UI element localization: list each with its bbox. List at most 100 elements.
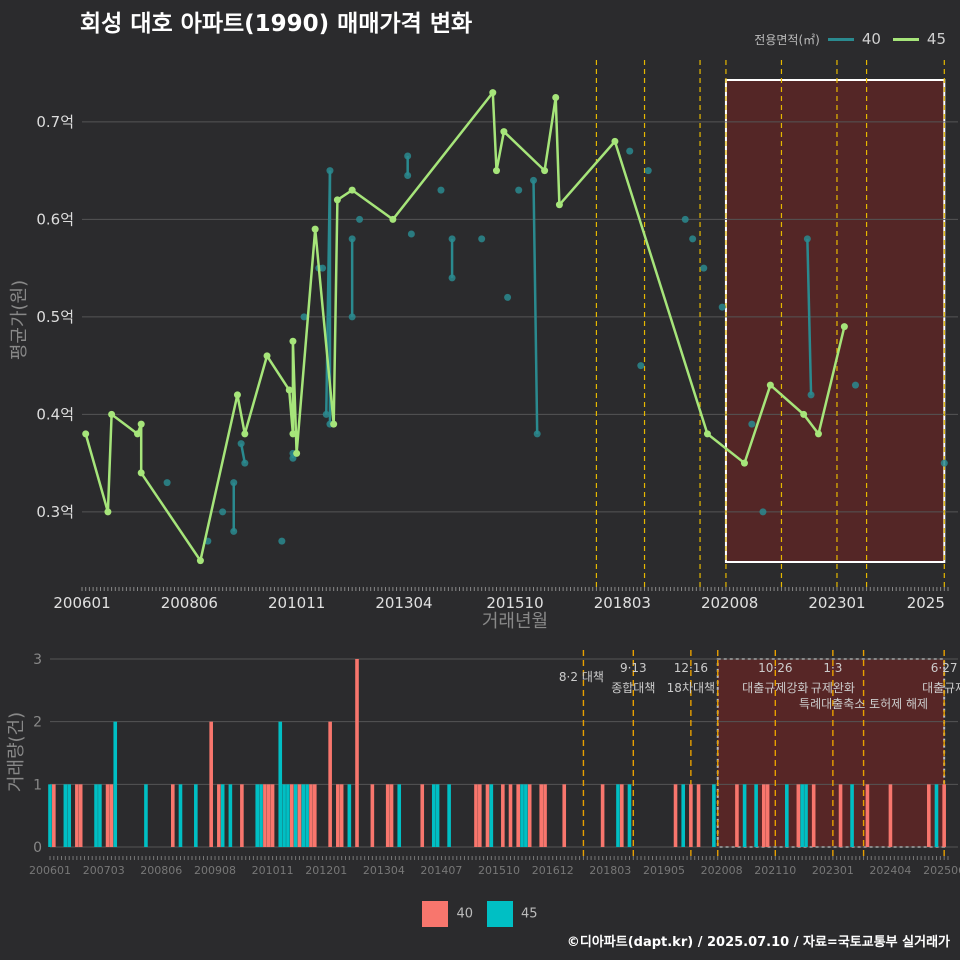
data-point-40: [348, 235, 356, 243]
bar-45: [754, 784, 758, 847]
policy-annotation-label: 특례대출축소 토허제 해제: [799, 697, 928, 711]
bar-x-tick-label: 201905: [643, 864, 685, 877]
data-point-45: [293, 449, 301, 457]
bar-45: [347, 784, 352, 847]
bar-x-tick-label: 201011: [252, 864, 294, 877]
x-tick-label: 200601: [53, 594, 110, 612]
data-point-40: [940, 459, 948, 467]
data-point-40: [356, 215, 364, 223]
data-point-40: [807, 391, 815, 399]
bar-45: [800, 784, 804, 847]
bar-40: [266, 784, 271, 847]
x-tick-label: 202008: [701, 594, 758, 612]
data-point-45: [500, 128, 508, 136]
bar-40: [336, 784, 340, 847]
data-point-40: [219, 508, 227, 516]
bar-40: [562, 784, 567, 847]
bar-45: [67, 784, 71, 847]
bar-x-tick-label: 201510: [478, 864, 520, 877]
data-point-40: [748, 420, 756, 428]
data-point-40: [637, 362, 645, 370]
data-point-45: [800, 410, 808, 418]
y-tick-label: 0.7억: [36, 113, 74, 131]
data-point-45: [263, 352, 271, 360]
legend-title: 전용면적(㎡): [754, 32, 820, 47]
bar-40: [78, 784, 83, 847]
data-point-45: [108, 410, 116, 418]
policy-annotation-label: 18차대책: [667, 680, 715, 695]
bar-y-tick-label: 3: [33, 652, 42, 668]
data-point-40: [448, 235, 456, 243]
data-point-45: [289, 337, 297, 345]
bar-45: [850, 784, 854, 847]
bar-45: [228, 784, 233, 847]
bar-40: [673, 784, 678, 847]
data-point-45: [489, 89, 497, 97]
bar-y-axis-title: 거래량(건): [6, 712, 27, 792]
bar-40: [389, 784, 394, 847]
bar-40: [516, 784, 520, 847]
data-point-40: [300, 313, 308, 321]
bar-45: [616, 784, 620, 847]
data-point-45: [82, 430, 90, 438]
data-point-45: [552, 94, 560, 101]
bar-x-tick-label: 201201: [305, 864, 347, 877]
data-point-45: [611, 137, 619, 145]
x-tick-label: 2025: [907, 594, 945, 612]
bar-45: [255, 784, 260, 847]
data-point-40: [700, 264, 708, 272]
x-tick-label: 202301: [808, 594, 865, 612]
data-point-45: [241, 430, 249, 438]
bar-y-tick-label: 2: [33, 715, 42, 731]
bar-40: [485, 784, 490, 847]
highlight-region: [724, 79, 946, 563]
bar-40: [171, 784, 175, 847]
bar-40: [620, 784, 624, 847]
bar-45: [431, 784, 436, 847]
bar-40: [420, 784, 425, 847]
bar-40: [75, 784, 79, 847]
policy-annotation-label: 대출규제: [922, 681, 960, 695]
top-legend: 전용면적(㎡) 40 45: [754, 30, 950, 48]
data-point-45: [555, 201, 563, 209]
legend-swatch-40: [827, 37, 854, 41]
bar-40: [689, 784, 693, 847]
data-point-45: [333, 196, 341, 204]
data-point-40: [515, 186, 523, 194]
bar-40: [209, 721, 213, 847]
data-point-45: [285, 386, 293, 394]
data-point-40: [241, 459, 249, 467]
bar-45: [447, 784, 451, 847]
bar-45: [144, 784, 148, 847]
bar-45: [785, 784, 789, 847]
bar-45: [489, 784, 494, 847]
chart-title: 회성 대호 아파트(1990) 매매가격 변화: [80, 11, 473, 37]
bar-legend-swatch-40: [422, 901, 449, 927]
x-tick-label: 201304: [375, 594, 432, 612]
data-point-40: [289, 454, 297, 462]
bar-legend-label-45: 45: [521, 906, 538, 922]
bar-x-tick-label: 201803: [589, 864, 631, 877]
bar-40: [217, 784, 221, 847]
bar-45: [220, 784, 225, 847]
bar-40: [309, 784, 313, 847]
bar-45: [712, 784, 716, 847]
policy-annotation-label: 규제완화: [811, 681, 855, 695]
bar-legend: 40 45: [0, 901, 960, 927]
policy-annotation-label: 12·16: [674, 661, 708, 675]
bar-45: [934, 784, 939, 847]
data-point-40: [407, 230, 415, 238]
data-point-45: [134, 430, 142, 438]
bar-40: [289, 784, 294, 847]
bar-x-tick-label: 200908: [194, 864, 236, 877]
bar-40: [838, 784, 843, 847]
data-point-40: [163, 479, 171, 487]
data-point-40: [319, 264, 327, 272]
data-point-40: [626, 147, 634, 155]
bar-40: [355, 659, 359, 847]
y-tick-label: 0.3억: [36, 503, 74, 521]
data-point-40: [803, 235, 811, 243]
policy-annotation-label: 10·26: [758, 661, 792, 675]
legend-label-45: 45: [926, 30, 946, 48]
bar-40: [297, 784, 302, 847]
